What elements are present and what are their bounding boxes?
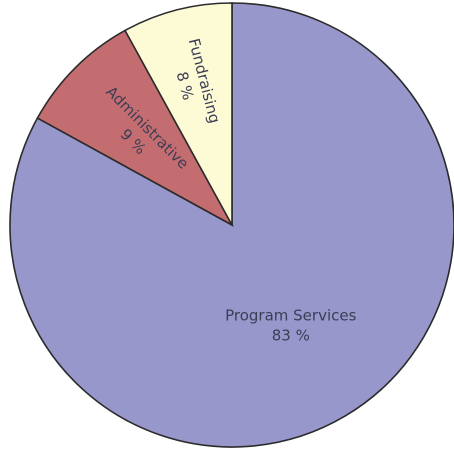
pie-slice-fundraising: [123, 2, 233, 226]
pie-slice-administrative: [36, 29, 235, 228]
slice-label-name: Program Services: [225, 306, 356, 324]
slice-label-group: Program Services 83 %: [225, 306, 356, 344]
pie-slice-program-services: [9, 2, 454, 448]
slice-label-percent: 83 %: [272, 326, 310, 344]
